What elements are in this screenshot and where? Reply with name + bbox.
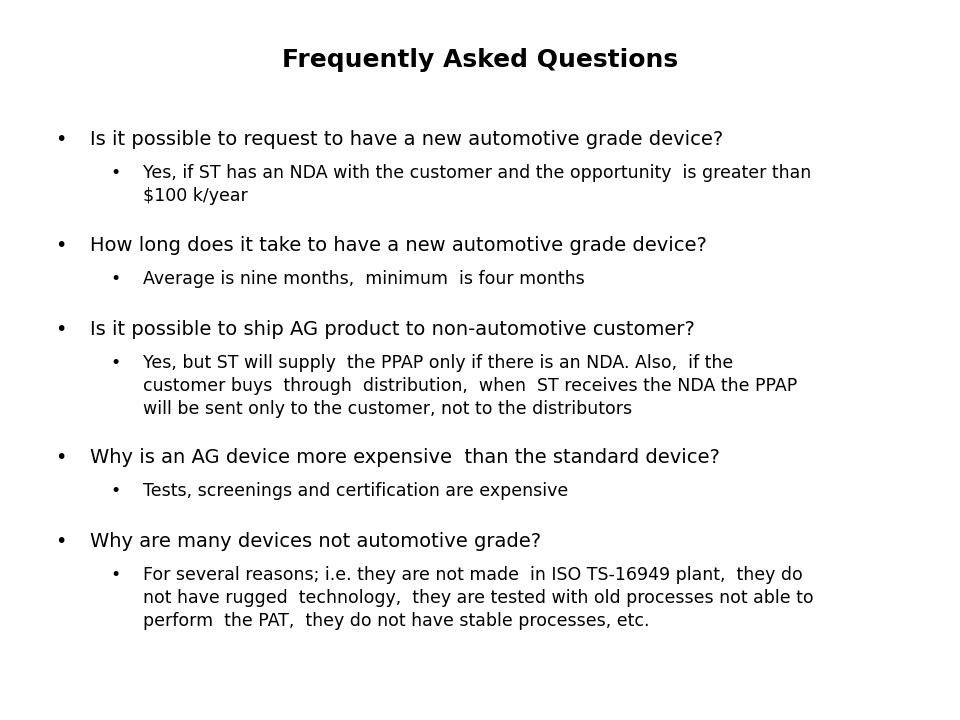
Text: •: • bbox=[110, 354, 120, 372]
Text: •: • bbox=[55, 532, 66, 551]
Text: •: • bbox=[110, 566, 120, 584]
Text: Why is an AG device more expensive  than the standard device?: Why is an AG device more expensive than … bbox=[90, 448, 720, 467]
Text: •: • bbox=[110, 164, 120, 182]
Text: Frequently Asked Questions: Frequently Asked Questions bbox=[282, 48, 678, 72]
Text: Tests, screenings and certification are expensive: Tests, screenings and certification are … bbox=[143, 482, 568, 500]
Text: Yes, if ST has an NDA with the customer and the opportunity  is greater than
$10: Yes, if ST has an NDA with the customer … bbox=[143, 164, 811, 205]
Text: Yes, but ST will supply  the PPAP only if there is an NDA. Also,  if the
custome: Yes, but ST will supply the PPAP only if… bbox=[143, 354, 797, 418]
Text: Average is nine months,  minimum  is four months: Average is nine months, minimum is four … bbox=[143, 270, 585, 288]
Text: Is it possible to request to have a new automotive grade device?: Is it possible to request to have a new … bbox=[90, 130, 723, 149]
Text: Why are many devices not automotive grade?: Why are many devices not automotive grad… bbox=[90, 532, 541, 551]
Text: •: • bbox=[55, 448, 66, 467]
Text: Is it possible to ship AG product to non-automotive customer?: Is it possible to ship AG product to non… bbox=[90, 320, 695, 339]
Text: •: • bbox=[55, 236, 66, 255]
Text: •: • bbox=[110, 270, 120, 288]
Text: •: • bbox=[55, 320, 66, 339]
Text: How long does it take to have a new automotive grade device?: How long does it take to have a new auto… bbox=[90, 236, 707, 255]
Text: •: • bbox=[55, 130, 66, 149]
Text: For several reasons; i.e. they are not made  in ISO TS-16949 plant,  they do
not: For several reasons; i.e. they are not m… bbox=[143, 566, 814, 630]
Text: •: • bbox=[110, 482, 120, 500]
